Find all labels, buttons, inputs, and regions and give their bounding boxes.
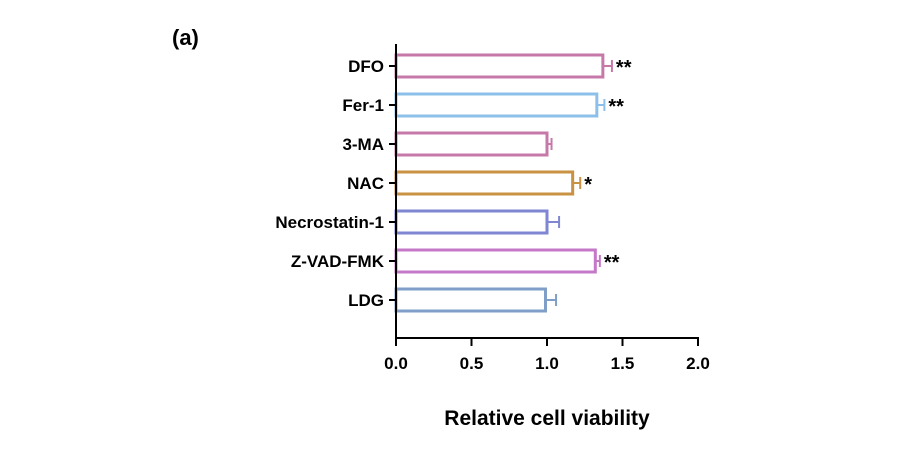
bar-3-ma [394,131,549,157]
bars-layer: ******* [394,53,632,313]
category-label-z-vad-fmk: Z-VAD-FMK [291,252,385,271]
x-tick-label: 0.0 [384,354,408,373]
category-label-necrostatin-1: Necrostatin-1 [275,213,384,232]
bar-z-vad-fmk [394,248,597,274]
category-label-ldg: LDG [348,291,384,310]
x-tick-label: 1.5 [611,354,635,373]
bar-fer-1 [394,92,599,118]
panel-label: (a) [172,25,199,50]
significance-dfo: ** [616,57,632,79]
bar-dfo [394,53,605,79]
category-label-3-ma: 3-MA [342,135,384,154]
bar-necrostatin-1 [394,209,549,235]
significance-z-vad-fmk: ** [604,252,620,274]
axes-layer: DFO Fer-1 3-MA NAC Necrostatin-1 Z-VAD-FMK LDG… [275,44,710,373]
bar-nac [394,170,575,196]
category-label-fer-1: Fer-1 [342,96,384,115]
bar-ldg [394,287,547,313]
x-tick-label: 0.5 [460,354,484,373]
category-label-nac: NAC [347,174,384,193]
significance-nac: * [584,174,592,196]
significance-fer-1: ** [608,96,624,118]
category-label-dfo: DFO [348,57,384,76]
x-tick-label: 2.0 [686,354,710,373]
x-axis-title: Relative cell viability [444,407,650,430]
x-tick-label: 1.0 [535,354,559,373]
